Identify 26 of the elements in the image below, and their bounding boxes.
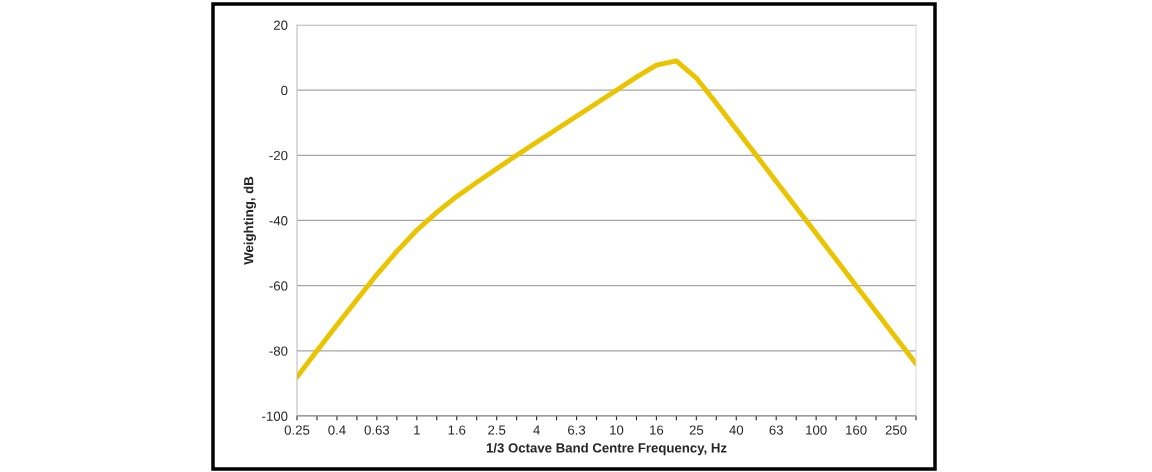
x-axis-title: 1/3 Octave Band Centre Frequency, Hz	[486, 442, 727, 456]
line-series	[297, 58, 916, 380]
y-tick-label: -100	[262, 411, 288, 421]
x-tick-label: 40	[729, 425, 744, 435]
y-tick-label: -40	[269, 216, 288, 226]
y-tick-label: 0	[281, 85, 288, 96]
x-tick-label: 63	[769, 425, 783, 435]
x-tick-label: 160	[846, 425, 867, 435]
y-tick-label: -20	[269, 150, 288, 161]
x-tick-label: 250	[885, 425, 907, 435]
x-tick-label: 16	[650, 425, 664, 435]
y-tick-label: 20	[273, 20, 288, 30]
x-tick-label: 100	[806, 425, 827, 435]
x-tick-label: 0.63	[364, 425, 390, 435]
x-tick-label: 10	[610, 425, 624, 435]
x-tick-label: 0.25	[284, 425, 310, 435]
y-axis-title: Weighting, dB	[243, 176, 257, 265]
x-tick-label: 25	[689, 425, 704, 435]
x-tick-label: 0.4	[328, 425, 346, 435]
x-tick-label: 1	[414, 425, 420, 435]
y-tick-label: -60	[269, 281, 288, 291]
x-tick-label: 4	[533, 425, 540, 435]
y-tick-label: -80	[269, 346, 288, 356]
x-tick-label: 6.3	[568, 425, 586, 435]
x-tick-label: 2.5	[488, 425, 506, 435]
x-tick-label: 1.6	[448, 425, 466, 435]
